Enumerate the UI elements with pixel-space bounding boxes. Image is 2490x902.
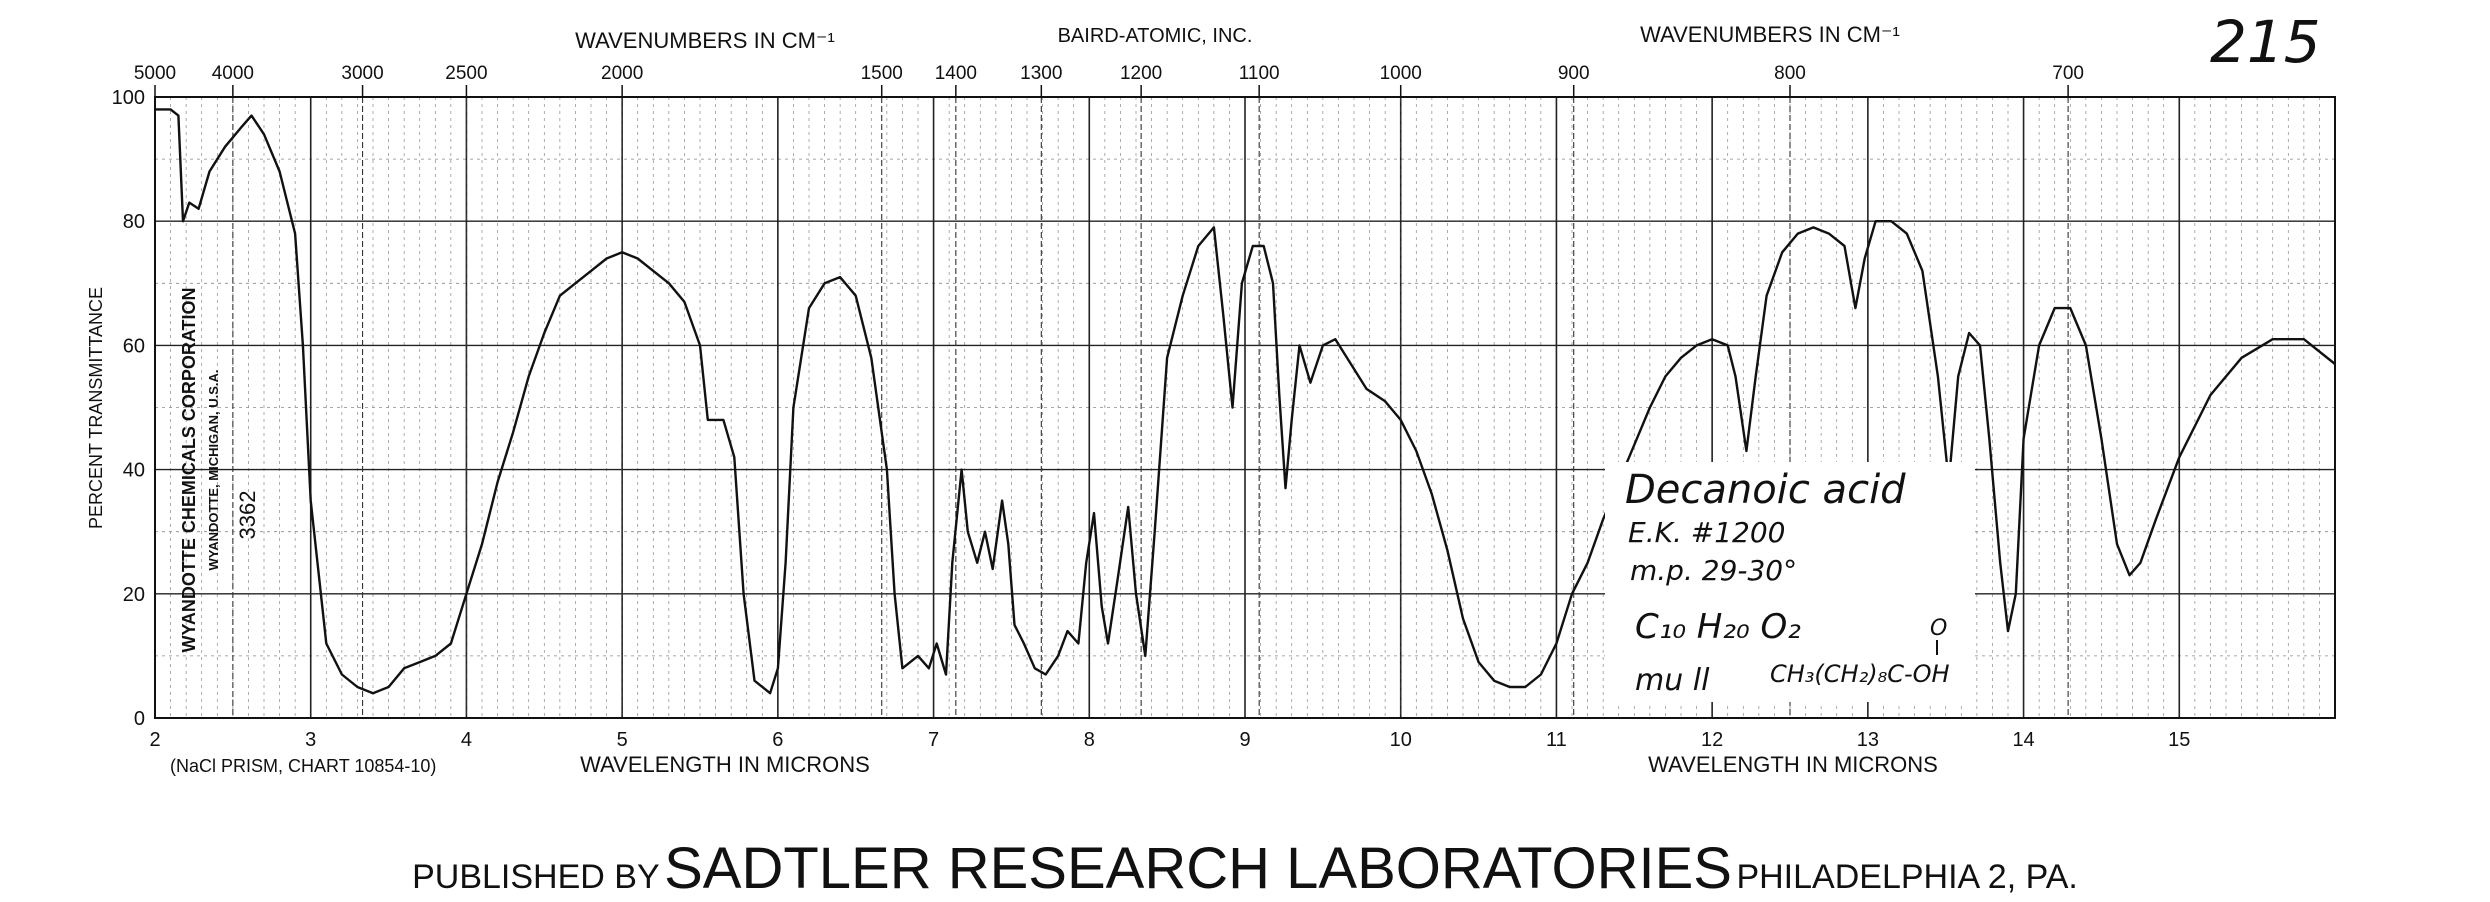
chart-number: 215 [2210, 8, 2321, 76]
y-tick-label: 40 [123, 460, 145, 482]
y-tick-label: 0 [134, 708, 145, 730]
x-tick-label: 8 [1084, 729, 1095, 751]
x-tick-label: 12 [1701, 729, 1723, 751]
wavenumber-tick-label: 1400 [935, 63, 977, 84]
published-by: PUBLISHED BY [412, 858, 660, 896]
wavenumber-axis: 5000 4000 3000 2500 2000 1500 1400 1300 1200 1100… [134, 63, 2084, 97]
wavenumber-tick-label: 700 [2052, 63, 2084, 84]
wavenumber-tick-label: 1100 [1239, 63, 1280, 84]
sample-mull: mu ll [1635, 663, 1710, 698]
y-axis: 0 20 40 60 80 100 [112, 87, 145, 730]
publisher-name: SADTLER RESEARCH LABORATORIES [664, 836, 1732, 901]
x-tick-label: 9 [1239, 729, 1250, 751]
wavenumber-tick-label: 2500 [445, 63, 487, 84]
x-tick-label: 5 [617, 729, 628, 751]
x-tick-label: 10 [1390, 729, 1412, 751]
wavenumbers-label-left: WAVENUMBERS IN CM⁻¹ [575, 28, 835, 53]
molecular-formula: C₁₀ H₂₀ O₂ [1635, 607, 1801, 647]
wavenumber-tick-label: 800 [1774, 63, 1806, 84]
wavenumber-tick-label: 4000 [212, 63, 254, 84]
x-tick-label: 4 [461, 729, 472, 751]
x-tick-label: 7 [928, 729, 939, 751]
x-axis-label-right: WAVELENGTH IN MICRONS [1648, 752, 1938, 777]
wavenumbers-label-right: WAVENUMBERS IN CM⁻¹ [1640, 22, 1900, 47]
x-tick-label: 3 [305, 729, 316, 751]
compound-name: Decanoic acid [1625, 467, 1906, 513]
wavenumber-tick-label: 1000 [1380, 63, 1422, 84]
x-axis: 2 3 4 5 6 7 8 9 10 11 12 13 14 15 [149, 729, 2190, 751]
wavenumber-tick-label: 900 [1558, 63, 1590, 84]
wavenumber-tick-label: 1200 [1120, 63, 1162, 84]
wavenumber-tick-label: 5000 [134, 63, 176, 84]
corporation-label: WYANDOTTE CHEMICALS CORPORATION [179, 287, 199, 652]
publisher-city: PHILADELPHIA 2, PA. [1736, 858, 2078, 896]
x-tick-label: 11 [1546, 729, 1567, 751]
plot-frame [154, 96, 2336, 719]
wavenumber-tick-label: 3000 [341, 63, 383, 84]
sample-annotation: Decanoic acid E.K. #1200 m.p. 29-30° C₁₀… [1605, 462, 1975, 702]
melting-point: m.p. 29-30° [1630, 554, 1797, 587]
x-tick-label: 14 [2012, 729, 2034, 751]
prism-label: (NaCl PRISM, CHART 10854-10) [170, 756, 436, 776]
wavenumber-tick-label: 1500 [861, 63, 903, 84]
minor-grid [155, 97, 2335, 718]
publisher-footer: PUBLISHED BY SADTLER RESEARCH LABORATORI… [0, 835, 2490, 902]
x-tick-label: 15 [2168, 729, 2190, 751]
sample-number: 3362 [235, 491, 260, 540]
wavenumber-tick-label: 1300 [1020, 63, 1062, 84]
annotation-background [1605, 462, 1975, 702]
ek-number: E.K. #1200 [1628, 516, 1785, 549]
x-tick-label: 13 [1857, 729, 1879, 751]
spectrum-line [155, 108, 2336, 695]
maker-label: BAIRD-ATOMIC, INC. [1058, 25, 1253, 47]
structure-oxygen: O [1930, 616, 1947, 641]
x-axis-label-left: WAVELENGTH IN MICRONS [580, 752, 870, 777]
x-tick-label: 2 [149, 729, 160, 751]
y-tick-label: 80 [123, 211, 145, 233]
y-tick-label: 20 [123, 584, 145, 606]
y-axis-label: PERCENT TRANSMITTANCE [86, 287, 106, 529]
wavenumber-tick-label: 2000 [601, 63, 643, 84]
y-tick-label: 100 [112, 87, 145, 109]
x-tick-label: 6 [772, 729, 783, 751]
structural-formula: CH₃(CH₂)₈C-OH [1770, 660, 1950, 688]
y-tick-label: 60 [123, 335, 145, 357]
corporation-address: WYANDOTTE, MICHIGAN, U.S.A. [206, 369, 221, 570]
